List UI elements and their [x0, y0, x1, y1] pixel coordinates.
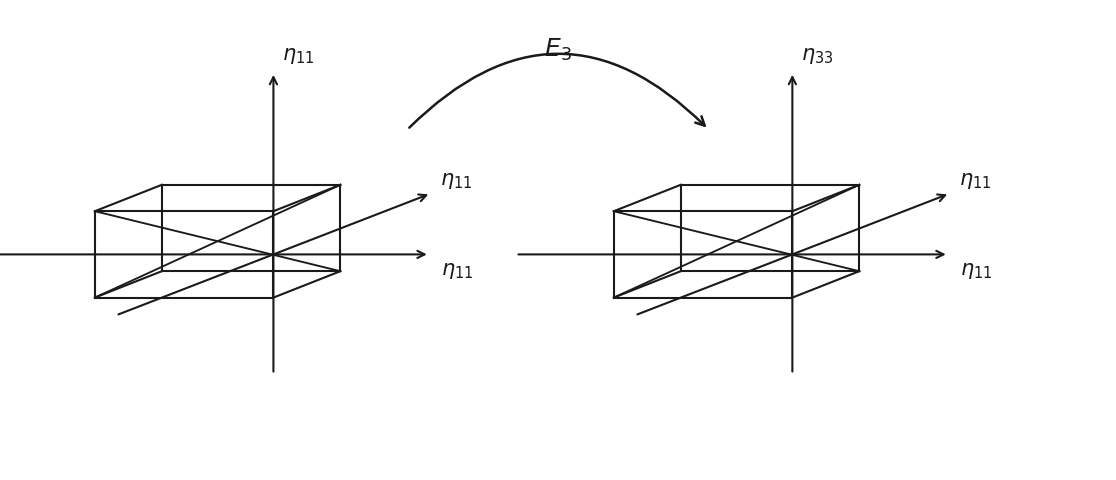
Text: $\eta_{11}$: $\eta_{11}$ — [960, 261, 992, 281]
Text: E$_3$: E$_3$ — [545, 37, 571, 63]
Text: $\eta_{11}$: $\eta_{11}$ — [282, 46, 315, 66]
Text: $\eta_{11}$: $\eta_{11}$ — [959, 171, 991, 191]
Text: $\eta_{33}$: $\eta_{33}$ — [801, 46, 834, 66]
Text: $\eta_{11}$: $\eta_{11}$ — [441, 261, 473, 281]
Text: $\eta_{11}$: $\eta_{11}$ — [440, 171, 472, 191]
